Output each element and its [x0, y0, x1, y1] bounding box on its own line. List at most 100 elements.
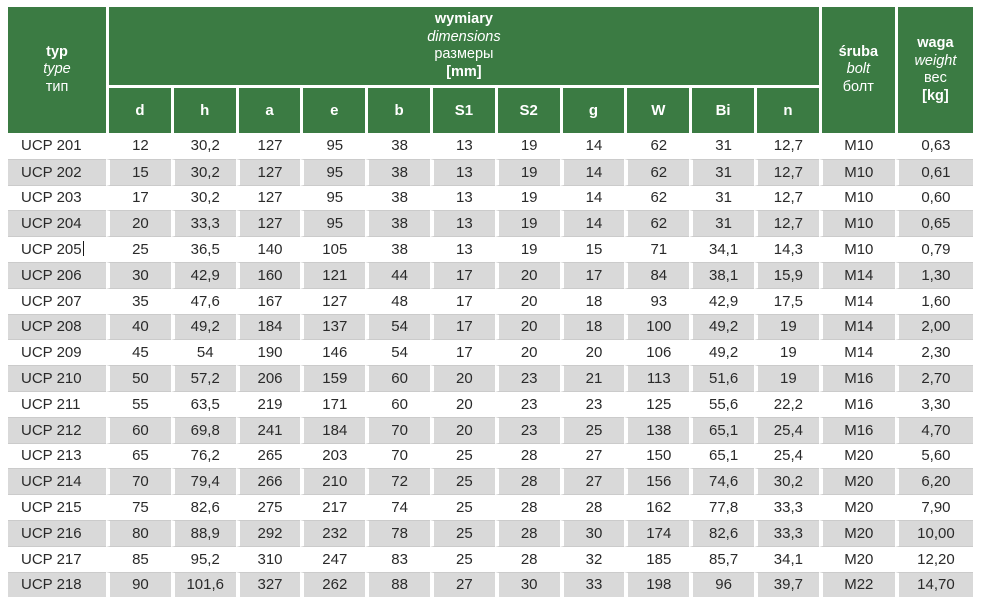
- weight-cell: 6,20: [894, 468, 973, 495]
- header-col-w: W: [624, 85, 690, 133]
- dimension-cell: 113: [624, 365, 690, 391]
- bolt-cell: M16: [818, 390, 895, 417]
- table-row: UCP 202 15 30,2 127 95 38 13 19 14 62 31 12,7 M10 0,6…: [8, 158, 973, 185]
- bolt-cell: M20: [818, 545, 895, 572]
- dimension-cell: 40: [106, 313, 171, 340]
- dimension-cell: 17: [106, 184, 171, 211]
- dimension-cell: 13: [430, 158, 495, 185]
- dimension-cell: 79,4: [170, 468, 236, 495]
- dimension-cell: 50: [106, 365, 171, 391]
- weight-cell: 2,70: [894, 365, 973, 391]
- type-label: UCP 203: [21, 189, 82, 207]
- dimension-cell: 210: [300, 468, 366, 495]
- dimension-cell: 241: [235, 416, 301, 443]
- type-cell: UCP 201: [8, 133, 106, 159]
- bolt-cell: M20: [818, 494, 895, 520]
- dimension-cell: 15: [106, 158, 171, 185]
- dimension-cell: 62: [624, 184, 690, 211]
- dimension-cell: 174: [624, 519, 690, 546]
- bolt-cell: M10: [818, 210, 895, 237]
- dimension-cell: 12,7: [753, 158, 819, 185]
- dimension-cell: 83: [365, 545, 430, 572]
- dimension-cell: 171: [300, 390, 366, 417]
- header-col-b: b: [365, 85, 430, 133]
- dimension-cell: 38: [365, 133, 430, 159]
- dimension-cell: 70: [106, 468, 171, 495]
- dimension-cell: 84: [624, 261, 690, 288]
- dimension-cell: 13: [430, 210, 495, 237]
- header-band-columns: d h a e b S1 S2 g W Bi n: [8, 85, 973, 133]
- dimension-cell: 217: [300, 494, 366, 520]
- type-cell: UCP 206: [8, 261, 107, 288]
- dimension-cell: 38: [365, 158, 430, 185]
- header-type: typ type тип: [8, 7, 107, 133]
- dimension-cell: 95: [300, 184, 366, 211]
- dimension-cell: 127: [235, 158, 301, 185]
- weight-cell: 12,20: [894, 545, 973, 572]
- header-col-a: a: [235, 85, 301, 133]
- dimension-cell: 38,1: [689, 261, 754, 288]
- table-row: UCP 206 30 42,9 160 121 44 17 20 17 84 38,1 15,9 M14…: [8, 261, 973, 288]
- type-cell: UCP 212: [8, 416, 107, 443]
- dimension-cell: 106: [624, 339, 690, 366]
- dimension-cell: 36,5: [170, 236, 236, 262]
- table-row: UCP 210 50 57,2 206 159 60 20 23 21 113 51,6 19 M16 2…: [8, 365, 973, 391]
- dimension-cell: 95: [300, 158, 366, 185]
- type-cell: UCP 202: [8, 158, 107, 185]
- dimension-cell: 167: [235, 287, 301, 314]
- dimension-cell: 156: [624, 468, 690, 495]
- type-cell: UCP 218: [8, 571, 107, 598]
- header-weight-en: weight: [914, 52, 957, 69]
- dimension-cell: 12,7: [753, 133, 819, 159]
- dimension-cell: 42,9: [689, 287, 754, 314]
- type-label: UCP 214: [21, 473, 82, 491]
- dimension-cell: 78: [365, 519, 430, 546]
- type-label: UCP 218: [21, 576, 82, 594]
- dimension-cell: 44: [365, 261, 430, 288]
- bolt-cell: M20: [818, 519, 895, 546]
- dimension-cell: 327: [235, 571, 301, 598]
- dimension-cell: 38: [365, 236, 430, 262]
- bolt-cell: M14: [818, 287, 895, 314]
- dimension-cell: 75: [106, 494, 171, 520]
- weight-cell: 7,90: [894, 494, 973, 520]
- dimension-cell: 30: [494, 571, 560, 598]
- table-row: UCP 218 90 101,6 327 262 88 27 30 33 198 96 39,7 M22…: [8, 571, 973, 598]
- table-row: UCP 212 60 69,8 241 184 70 20 23 25 138 65,1 25,4 M1…: [8, 416, 973, 443]
- type-label: UCP 207: [21, 292, 82, 310]
- dimension-cell: 49,2: [689, 313, 754, 340]
- dimension-cell: 20: [430, 390, 495, 417]
- dimension-cell: 28: [494, 519, 560, 546]
- weight-cell: 2,00: [894, 313, 973, 340]
- bolt-cell: M14: [818, 339, 895, 366]
- dimension-cell: 70: [365, 416, 430, 443]
- dimension-cell: 20: [494, 313, 560, 340]
- bolt-cell: M20: [818, 442, 895, 469]
- type-cell: UCP 208: [8, 313, 107, 340]
- type-cell: UCP 216: [8, 519, 107, 546]
- dimension-cell: 23: [494, 390, 560, 417]
- dimension-cell: 17: [559, 261, 625, 288]
- table-row: UCP 214 70 79,4 266 210 72 25 28 27 156 74,6 30,2 M2…: [8, 468, 973, 495]
- dimension-cell: 310: [235, 545, 301, 572]
- weight-cell: 0,60: [894, 184, 973, 211]
- dimension-cell: 22,2: [753, 390, 819, 417]
- type-label: UCP 217: [21, 550, 82, 568]
- weight-cell: 0,79: [894, 236, 973, 262]
- bearing-dimensions-table-wrap: typ type тип wymiary dimensions размеры …: [8, 7, 973, 598]
- bolt-cell: M10: [818, 184, 895, 211]
- dimension-cell: 62: [624, 133, 689, 159]
- header-bolt-ru: болт: [842, 78, 874, 95]
- header-dimensions-unit: [mm]: [446, 63, 482, 80]
- dimension-cell: 51,6: [689, 365, 754, 391]
- bolt-cell: M16: [818, 365, 895, 391]
- dimension-cell: 25,4: [753, 442, 819, 469]
- dimension-cell: 19: [753, 339, 819, 366]
- bolt-cell: M14: [818, 261, 895, 288]
- dimension-cell: 127: [235, 133, 301, 159]
- text-cursor: [82, 241, 85, 257]
- header-col-h: h: [170, 85, 236, 133]
- dimension-cell: 14: [559, 210, 625, 237]
- dimension-cell: 19: [753, 365, 819, 391]
- dimension-cell: 60: [365, 365, 430, 391]
